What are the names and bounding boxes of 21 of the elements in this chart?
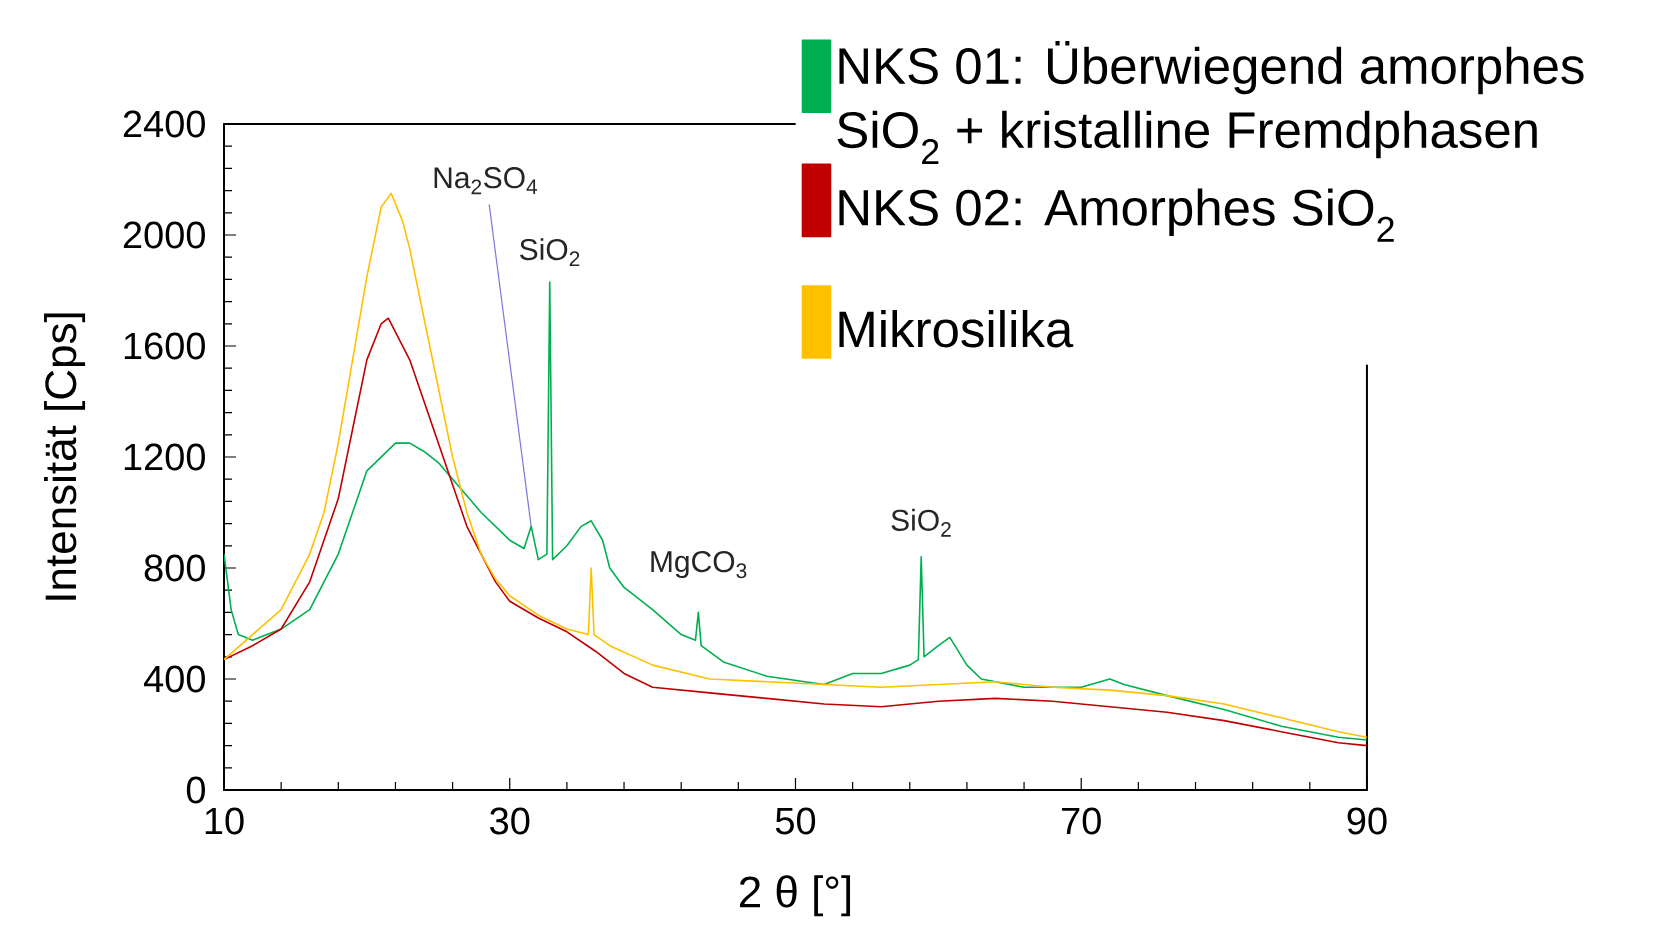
y-tick-label: 400 (143, 665, 205, 693)
annotation: SiO$_{2}$ (891, 508, 951, 537)
annotation: MgCO$_{3}$ (651, 550, 747, 579)
legend-label: NKS 01: Überwiegend amorphes SiO$_{2}$ + kristalline Fremdphasen (837, 40, 1584, 164)
y-tick-label: 2000 (123, 221, 205, 249)
y-tick-label: 1200 (124, 443, 205, 471)
y-tick-label: 0 (186, 776, 205, 804)
y-tick-label: 1600 (124, 332, 205, 360)
x-tick-label: 10 (205, 807, 244, 835)
y-tick-label: 800 (144, 554, 205, 582)
x-tick-label: 90 (1347, 807, 1387, 835)
y-tick-label: 2400 (123, 110, 205, 138)
x-tick-label: 70 (1062, 807, 1101, 835)
x-axis-title: 2 θ [°] (739, 875, 851, 917)
y-axis-title: Intensität [Cps] (44, 313, 86, 600)
legend-label: NKS 02: Amorphes SiO$_{2}$ (839, 188, 1394, 242)
legend-label: Mikrosilika (839, 310, 1074, 348)
x-tick-label: 30 (490, 807, 530, 835)
x-tick-label: 50 (775, 807, 816, 835)
annotation: SiO$_{2}$ (520, 238, 580, 266)
annotation: Na$_{2}$SO$_{4}$ (434, 167, 538, 195)
